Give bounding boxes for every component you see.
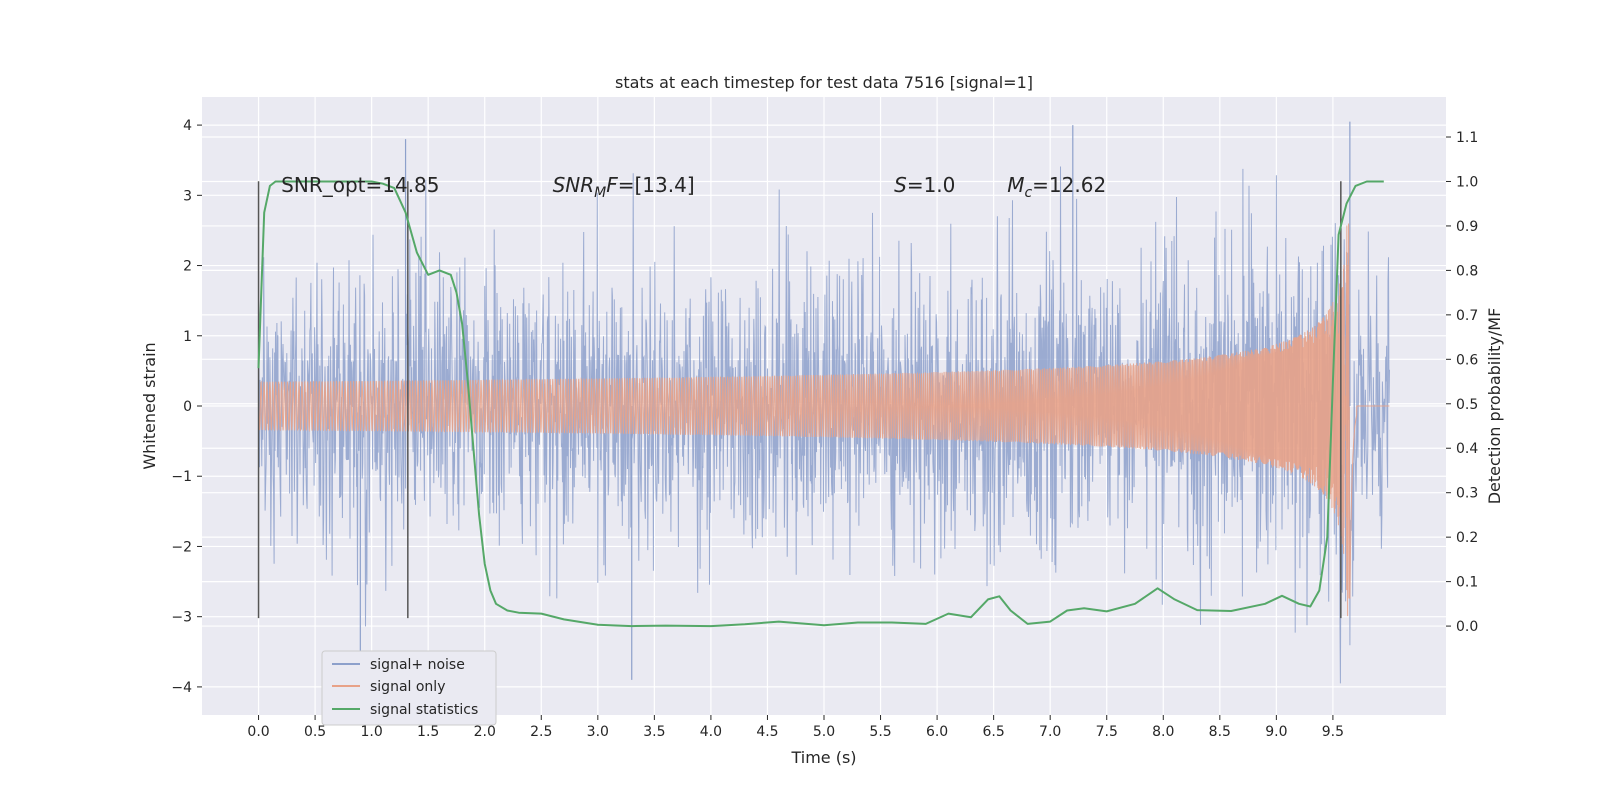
right-y-axis-ticks: 0.0 0.1 0.2 0.3 0.4 0.5 0.6 0.7 0.8 0.9 1.0 1.1 bbox=[1446, 130, 1478, 635]
x-tick-label-4: 2.0 bbox=[474, 724, 496, 740]
left-y-axis-ticks: −4 −3 −2 −1 0 1 2 3 4 bbox=[171, 118, 202, 696]
x-tick-label-10: 5.0 bbox=[813, 724, 835, 740]
legend-label-signal-noise: signal+ noise bbox=[370, 657, 465, 673]
signal-noise-series bbox=[258, 121, 1390, 684]
x-tick-label-6: 3.0 bbox=[587, 724, 609, 740]
x-tick-label-16: 8.0 bbox=[1152, 724, 1174, 740]
x-tick-label-2: 1.0 bbox=[361, 724, 383, 740]
right-y-tick-label-4: 0.4 bbox=[1456, 441, 1478, 457]
signal-only-series bbox=[258, 223, 1390, 617]
right-y-tick-label-1: 0.1 bbox=[1456, 575, 1478, 591]
annotations: SNR_opt=14.85 SNRMF=[13.4] S=1.0 Mc=12.62 bbox=[281, 173, 1106, 201]
right-y-tick-label-10: 1.0 bbox=[1456, 174, 1478, 190]
x-axis-ticks: 0.0 0.5 1.0 1.5 2.0 2.5 3.0 3.5 4.0 4.5 5.0 5.5 6.0 6… bbox=[247, 715, 1344, 740]
annotation-snr_opt: SNR_opt=14.85 bbox=[281, 173, 439, 197]
left-y-tick-label-3: −1 bbox=[171, 469, 192, 485]
legend-label-signal-only: signal only bbox=[370, 679, 445, 695]
left-y-tick-label-7: 3 bbox=[183, 188, 192, 204]
right-y-tick-label-7: 0.7 bbox=[1456, 308, 1478, 324]
annotation-snr_mf-part-3: =[13.4] bbox=[618, 173, 695, 197]
annotation-mc-part-1: c bbox=[1024, 185, 1032, 201]
x-tick-label-3: 1.5 bbox=[417, 724, 439, 740]
x-tick-label-12: 6.0 bbox=[926, 724, 948, 740]
right-y-tick-label-8: 0.8 bbox=[1456, 263, 1478, 279]
chart-title: stats at each timestep for test data 751… bbox=[615, 73, 1033, 92]
x-tick-label-15: 7.5 bbox=[1096, 724, 1118, 740]
annotation-mc: Mc=12.62 bbox=[1007, 173, 1106, 201]
annotation-s-part-0: S bbox=[894, 173, 907, 197]
x-tick-label-14: 7.0 bbox=[1039, 724, 1061, 740]
x-tick-label-5: 2.5 bbox=[530, 724, 552, 740]
x-tick-label-8: 4.0 bbox=[700, 724, 722, 740]
right-y-tick-label-0: 0.0 bbox=[1456, 619, 1478, 635]
right-y-tick-label-2: 0.2 bbox=[1456, 530, 1478, 546]
left-y-tick-label-5: 1 bbox=[183, 329, 192, 345]
x-tick-label-9: 4.5 bbox=[756, 724, 778, 740]
right-y-axis-label: Detection probability/MF bbox=[1485, 308, 1504, 505]
x-tick-label-7: 3.5 bbox=[643, 724, 665, 740]
left-y-tick-label-6: 2 bbox=[183, 259, 192, 275]
signal-noise-line bbox=[258, 166, 1390, 684]
vertical-markers bbox=[257, 181, 1342, 619]
left-y-tick-label-8: 4 bbox=[183, 118, 192, 134]
right-y-tick-label-11: 1.1 bbox=[1456, 130, 1478, 146]
annotation-s: S=1.0 bbox=[894, 173, 955, 197]
left-y-tick-label-0: −4 bbox=[171, 680, 192, 696]
x-tick-label-13: 6.5 bbox=[983, 724, 1005, 740]
x-tick-label-19: 9.5 bbox=[1322, 724, 1344, 740]
left-y-tick-label-1: −3 bbox=[171, 610, 192, 626]
annotation-snr_mf-part-0: SNR bbox=[553, 173, 595, 197]
right-y-tick-label-5: 0.5 bbox=[1456, 397, 1478, 413]
x-axis-label: Time (s) bbox=[790, 748, 856, 767]
signal-statistics-line bbox=[257, 180, 1384, 628]
annotation-snr_mf: SNRMF=[13.4] bbox=[553, 173, 695, 201]
signal-statistics-series bbox=[257, 180, 1384, 628]
x-tick-label-0: 0.0 bbox=[247, 724, 269, 740]
x-tick-label-11: 5.5 bbox=[869, 724, 891, 740]
legend: signal+ noise signal only signal statist… bbox=[321, 650, 497, 726]
legend-box bbox=[321, 650, 497, 726]
legend-label-signal-statistics: signal statistics bbox=[370, 702, 478, 718]
signal-only-line bbox=[258, 223, 1390, 617]
annotation-mc-part-0: M bbox=[1007, 173, 1024, 197]
right-y-tick-label-3: 0.3 bbox=[1456, 486, 1478, 502]
left-y-axis-label: Whitened strain bbox=[140, 342, 159, 469]
right-y-tick-label-9: 0.9 bbox=[1456, 219, 1478, 235]
left-y-tick-label-2: −2 bbox=[171, 539, 192, 555]
left-y-tick-label-4: 0 bbox=[183, 399, 192, 415]
annotation-snr_mf-part-1: M bbox=[594, 185, 606, 201]
right-y-tick-label-6: 0.6 bbox=[1456, 352, 1478, 368]
annotation-mc-part-2: =12.62 bbox=[1032, 173, 1106, 197]
annotation-snr_mf-part-2: F bbox=[606, 173, 618, 197]
annotation-snr_opt-part-0: SNR_opt=14.85 bbox=[281, 173, 439, 197]
x-tick-label-1: 0.5 bbox=[304, 724, 326, 740]
annotation-s-part-1: =1.0 bbox=[907, 173, 956, 197]
x-tick-label-18: 9.0 bbox=[1265, 724, 1287, 740]
x-tick-label-17: 8.5 bbox=[1209, 724, 1231, 740]
